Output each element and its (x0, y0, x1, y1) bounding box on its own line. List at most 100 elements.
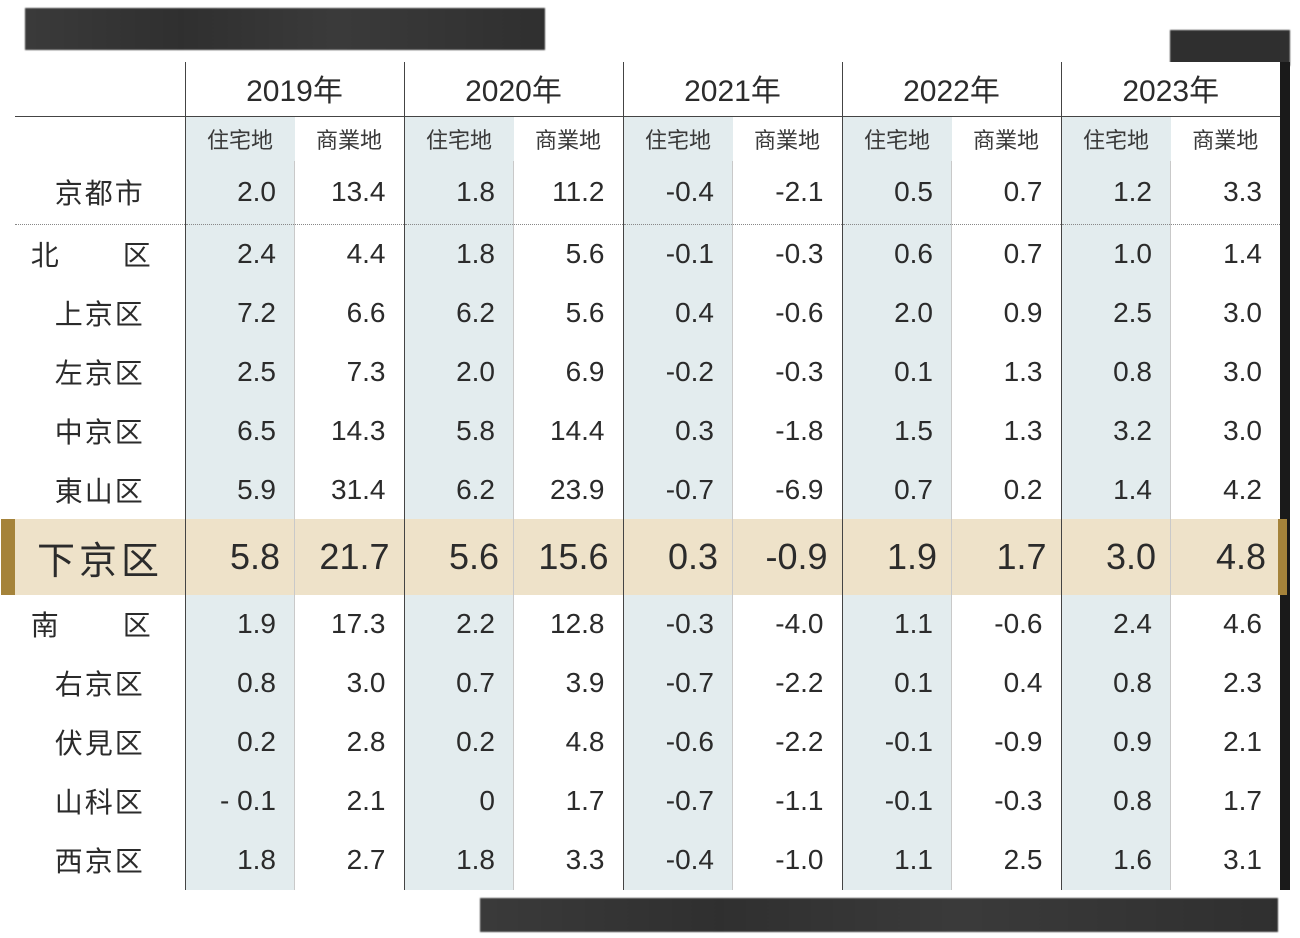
data-cell: 1.1 (842, 595, 952, 654)
data-cell: -6.9 (733, 460, 843, 519)
data-cell: 2.4 (1061, 595, 1171, 654)
row-label: 東山区 (15, 460, 185, 519)
obscured-footer-note (480, 898, 1278, 932)
data-cell: -0.9 (952, 713, 1062, 772)
data-cell: 0.7 (952, 224, 1062, 283)
data-cell: 5.6 (404, 519, 514, 595)
table-row: 山科区- 0.12.101.7-0.7-1.1-0.1-0.30.81.7 (15, 772, 1280, 831)
data-cell: 2.2 (404, 595, 514, 654)
data-cell: 5.6 (514, 224, 624, 283)
data-cell: 2.0 (185, 161, 295, 224)
data-cell: 7.3 (295, 342, 405, 401)
table-row: 伏見区0.22.80.24.8-0.6-2.2-0.1-0.90.92.1 (15, 713, 1280, 772)
data-cell: 6.9 (514, 342, 624, 401)
data-cell: 2.5 (1061, 283, 1171, 342)
data-cell: 2.4 (185, 224, 295, 283)
data-cell: 0.8 (1061, 654, 1171, 713)
data-cell: 0.2 (185, 713, 295, 772)
data-cell: 0.1 (842, 654, 952, 713)
row-label: 上京区 (15, 283, 185, 342)
data-cell: 4.8 (1171, 519, 1281, 595)
sub-header: 住宅地 (404, 117, 514, 162)
data-cell: -0.2 (623, 342, 733, 401)
obscured-unit-block (1170, 30, 1290, 66)
data-cell: 3.3 (514, 831, 624, 890)
data-cell: -1.1 (733, 772, 843, 831)
row-label: 左京区 (15, 342, 185, 401)
data-cell: 31.4 (295, 460, 405, 519)
data-cell: 4.8 (514, 713, 624, 772)
data-cell: -0.9 (733, 519, 843, 595)
data-cell: 0.7 (952, 161, 1062, 224)
data-cell: 6.6 (295, 283, 405, 342)
table-row: 西京区1.82.71.83.3-0.4-1.01.12.51.63.1 (15, 831, 1280, 890)
data-cell: 2.1 (295, 772, 405, 831)
data-cell: 3.2 (1061, 401, 1171, 460)
table-row: 東山区5.931.46.223.9-0.7-6.90.70.21.44.2 (15, 460, 1280, 519)
data-cell: 3.0 (1171, 283, 1281, 342)
data-cell: -0.6 (952, 595, 1062, 654)
subheader-blank (15, 117, 185, 162)
row-label: 伏見区 (15, 713, 185, 772)
data-cell: 0.6 (842, 224, 952, 283)
data-cell: 13.4 (295, 161, 405, 224)
data-cell: 2.1 (1171, 713, 1281, 772)
data-cell: -1.8 (733, 401, 843, 460)
data-cell: 4.4 (295, 224, 405, 283)
data-cell: -0.4 (623, 161, 733, 224)
data-cell: 1.1 (842, 831, 952, 890)
table-row: 南 区1.917.32.212.8-0.3-4.01.1-0.62.44.6 (15, 595, 1280, 654)
data-cell: 3.1 (1171, 831, 1281, 890)
data-cell: 7.2 (185, 283, 295, 342)
sub-header: 住宅地 (842, 117, 952, 162)
row-label: 西京区 (15, 831, 185, 890)
sub-header: 商業地 (952, 117, 1062, 162)
sub-header: 商業地 (295, 117, 405, 162)
data-cell: 2.0 (404, 342, 514, 401)
data-cell: 3.0 (1171, 401, 1281, 460)
table-row: 京都市2.013.41.811.2-0.4-2.10.50.71.23.3 (15, 161, 1280, 224)
data-cell: -2.2 (733, 654, 843, 713)
data-cell: 3.0 (1171, 342, 1281, 401)
data-cell: 2.5 (185, 342, 295, 401)
data-cell: 1.3 (952, 342, 1062, 401)
data-cell: 0.2 (952, 460, 1062, 519)
data-cell: 6.5 (185, 401, 295, 460)
data-cell: -0.6 (623, 713, 733, 772)
data-cell: 1.2 (1061, 161, 1171, 224)
obscured-title-block (25, 8, 545, 50)
data-cell: -0.1 (623, 224, 733, 283)
data-cell: -0.7 (623, 654, 733, 713)
sub-header-row: 住宅地商業地住宅地商業地住宅地商業地住宅地商業地住宅地商業地 (15, 117, 1280, 162)
row-label: 下京区 (15, 519, 185, 595)
sub-header: 住宅地 (623, 117, 733, 162)
data-cell: 2.3 (1171, 654, 1281, 713)
row-label: 山科区 (15, 772, 185, 831)
highlight-gold-bar-left (1, 519, 15, 595)
sub-header: 商業地 (733, 117, 843, 162)
data-cell: 1.9 (185, 595, 295, 654)
data-cell: 0.1 (842, 342, 952, 401)
data-cell: - 0.1 (185, 772, 295, 831)
data-cell: 0.2 (404, 713, 514, 772)
data-cell: 5.8 (185, 519, 295, 595)
data-cell: 1.3 (952, 401, 1062, 460)
data-cell: 4.6 (1171, 595, 1281, 654)
data-cell: 3.0 (295, 654, 405, 713)
data-cell: 5.6 (514, 283, 624, 342)
row-label: 右京区 (15, 654, 185, 713)
sub-header: 住宅地 (185, 117, 295, 162)
year-header: 2020年 (404, 62, 623, 117)
data-cell: 1.9 (842, 519, 952, 595)
sub-header: 住宅地 (1061, 117, 1171, 162)
data-cell: 15.6 (514, 519, 624, 595)
table-container: 2019年2020年2021年2022年2023年 住宅地商業地住宅地商業地住宅… (15, 62, 1280, 890)
data-cell: -1.0 (733, 831, 843, 890)
table-row: 左京区2.57.32.06.9-0.2-0.30.11.30.83.0 (15, 342, 1280, 401)
data-cell: 0.7 (404, 654, 514, 713)
row-label: 北 区 (15, 224, 185, 283)
land-price-table: 2019年2020年2021年2022年2023年 住宅地商業地住宅地商業地住宅… (15, 62, 1280, 890)
data-cell: 0.3 (623, 519, 733, 595)
data-cell: 1.8 (185, 831, 295, 890)
year-header: 2019年 (185, 62, 404, 117)
